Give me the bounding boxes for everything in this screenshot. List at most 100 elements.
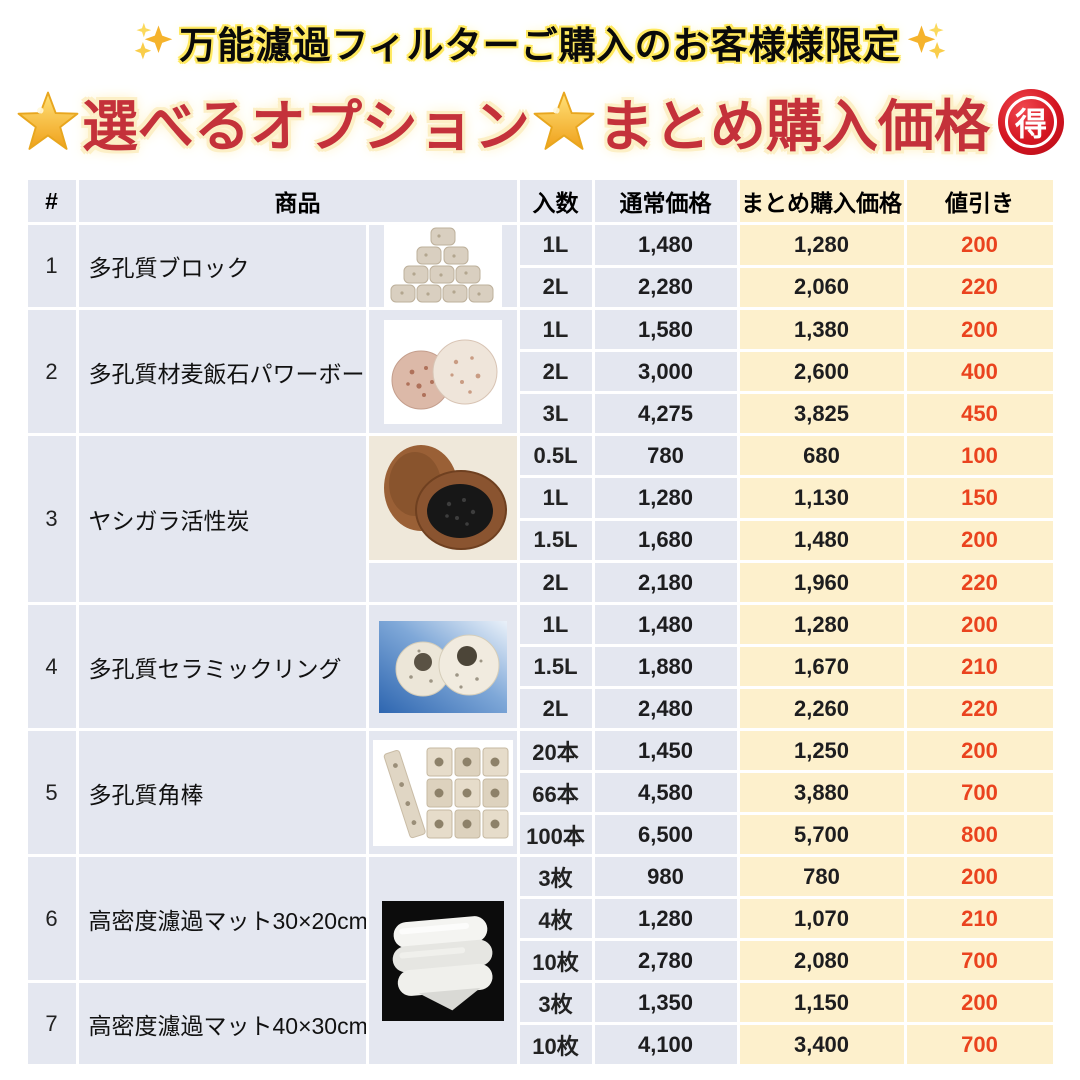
qty-cell: 3L (519, 394, 592, 433)
product-name: 多孔質ブロック (78, 225, 366, 307)
product-num: 4 (27, 605, 76, 728)
product-image-cell (368, 436, 517, 560)
bundle-price-cell: 1,280 (739, 605, 904, 644)
qty-cell: 10枚 (519, 941, 592, 980)
normal-price-cell: 2,280 (594, 267, 737, 307)
qty-cell: 3枚 (519, 857, 592, 896)
bundle-price-cell: 1,150 (739, 983, 904, 1022)
table-row: 2L 3,000 2,600 400 (28, 352, 1053, 391)
table-row: 7 高密度濾過マット40×30cm 3枚 1,350 1,150 200 (27, 983, 1053, 1064)
bundle-price-cell: 2,060 (739, 267, 904, 307)
qty-cell: 1L (519, 478, 592, 518)
ceramic-ring-photo (378, 620, 507, 713)
discount-cell: 200 (906, 225, 1053, 265)
table-row: 1.5L 1,680 1,480 200 (28, 520, 1053, 560)
product-image-cell (368, 857, 517, 1064)
bundle-price-cell: 3,400 (739, 1025, 904, 1064)
discount-cell: 450 (906, 394, 1053, 433)
normal-price-cell: 1,580 (594, 310, 737, 349)
square-rod-photo (372, 739, 513, 846)
product-name: 多孔質セラミックリング (78, 605, 366, 728)
toku-badge: 得 (998, 89, 1064, 155)
product-name: 高密度濾過マット40×30cm (78, 983, 366, 1064)
normal-price-cell: 4,580 (594, 773, 737, 812)
table-row: 100本 6,500 5,700 800 (28, 815, 1053, 854)
coconut-charcoal-photo (368, 436, 517, 560)
qty-cell: 4枚 (519, 899, 592, 938)
glowing-star-icon (533, 91, 595, 150)
col-header-discount: 値引き (906, 180, 1053, 222)
discount-cell: 200 (906, 520, 1053, 560)
table-row: 3 ヤシガラ活性炭 0.5L (27, 436, 1053, 602)
bundle-price-cell: 1,480 (739, 520, 904, 560)
discount-cell: 700 (906, 1025, 1053, 1064)
normal-price-cell: 1,450 (594, 731, 737, 770)
table-row: 4枚 1,280 1,070 210 (28, 899, 1053, 938)
bundle-price-cell: 780 (739, 857, 904, 896)
bundle-price-cell: 1,280 (739, 225, 904, 265)
discount-cell: 400 (906, 352, 1053, 391)
product-num: 3 (27, 436, 76, 602)
discount-cell: 200 (906, 605, 1053, 644)
product-name: 高密度濾過マット30×20cm (78, 857, 366, 980)
table-row: 6 高密度濾過マット30×20cm (27, 857, 1053, 1064)
empty-image-cell (368, 563, 517, 602)
table-row: 2 多孔質材麦飯石パワーボール (27, 310, 1053, 433)
table-row: 66本 4,580 3,880 700 (28, 773, 1053, 812)
product-num: 1 (27, 225, 76, 307)
normal-price-cell: 1,480 (594, 605, 737, 644)
bundle-price-cell: 1,070 (739, 899, 904, 938)
bundle-price-cell: 2,600 (739, 352, 904, 391)
discount-cell: 200 (906, 310, 1053, 349)
bundle-price-cell: 2,260 (739, 689, 904, 728)
table-row: 2L 2,480 2,260 220 (28, 689, 1053, 728)
subtitle-text: 万能濾過フィルターご購入のお客様様限定 (179, 25, 901, 66)
bundle-price-cell: 3,825 (739, 394, 904, 433)
table-row: 2L 2,280 2,060 220 (28, 267, 1053, 307)
maifan-stone-ball-photo (383, 319, 502, 424)
title-text-options: 選べるオプション (82, 94, 530, 158)
normal-price-cell: 1,280 (594, 478, 737, 518)
product-image-cell (368, 731, 517, 854)
qty-cell: 3枚 (519, 983, 592, 1022)
sparkles-icon (135, 22, 173, 60)
discount-cell: 220 (906, 563, 1053, 602)
title-line: 選べるオプション まとめ購入価格 得 (0, 74, 1080, 170)
bundle-price-cell: 1,130 (739, 478, 904, 518)
normal-price-cell: 3,000 (594, 352, 737, 391)
table-row: 1 多孔質ブロック (27, 225, 1053, 307)
discount-cell: 800 (906, 815, 1053, 854)
normal-price-cell: 1,480 (594, 225, 737, 265)
qty-cell: 2L (519, 267, 592, 307)
qty-cell: 66本 (519, 773, 592, 812)
qty-cell: 1L (519, 225, 592, 265)
table-row: 1.5L 1,880 1,670 210 (28, 647, 1053, 686)
table-row: 10枚 2,780 2,080 700 (28, 941, 1053, 980)
discount-cell: 700 (906, 773, 1053, 812)
qty-cell: 0.5L (519, 436, 592, 476)
qty-cell: 100本 (519, 815, 592, 854)
discount-cell: 200 (906, 857, 1053, 896)
subtitle-line: 万能濾過フィルターご購入のお客様様限定 (0, 14, 1080, 70)
discount-cell: 200 (906, 983, 1053, 1022)
normal-price-cell: 1,280 (594, 899, 737, 938)
qty-cell: 2L (519, 689, 592, 728)
discount-cell: 220 (906, 689, 1053, 728)
bundle-price-cell: 1,670 (739, 647, 904, 686)
product-name: 多孔質材麦飯石パワーボール (78, 310, 366, 433)
qty-cell: 1.5L (519, 520, 592, 560)
product-num: 7 (27, 983, 76, 1064)
product-image-cell (368, 310, 517, 433)
normal-price-cell: 2,180 (594, 563, 737, 602)
title-text-bundle-price: まとめ購入価格 (598, 94, 990, 158)
bundle-price-cell: 1,250 (739, 731, 904, 770)
qty-cell: 2L (519, 352, 592, 391)
normal-price-cell: 4,100 (594, 1025, 737, 1064)
filter-mat-photo (381, 900, 504, 1021)
bundle-price-cell: 1,380 (739, 310, 904, 349)
qty-cell: 1L (519, 310, 592, 349)
sparkles-icon (907, 22, 945, 60)
table-row: 1L 1,280 1,130 150 (28, 478, 1053, 518)
col-header-product: 商品 (78, 180, 517, 222)
